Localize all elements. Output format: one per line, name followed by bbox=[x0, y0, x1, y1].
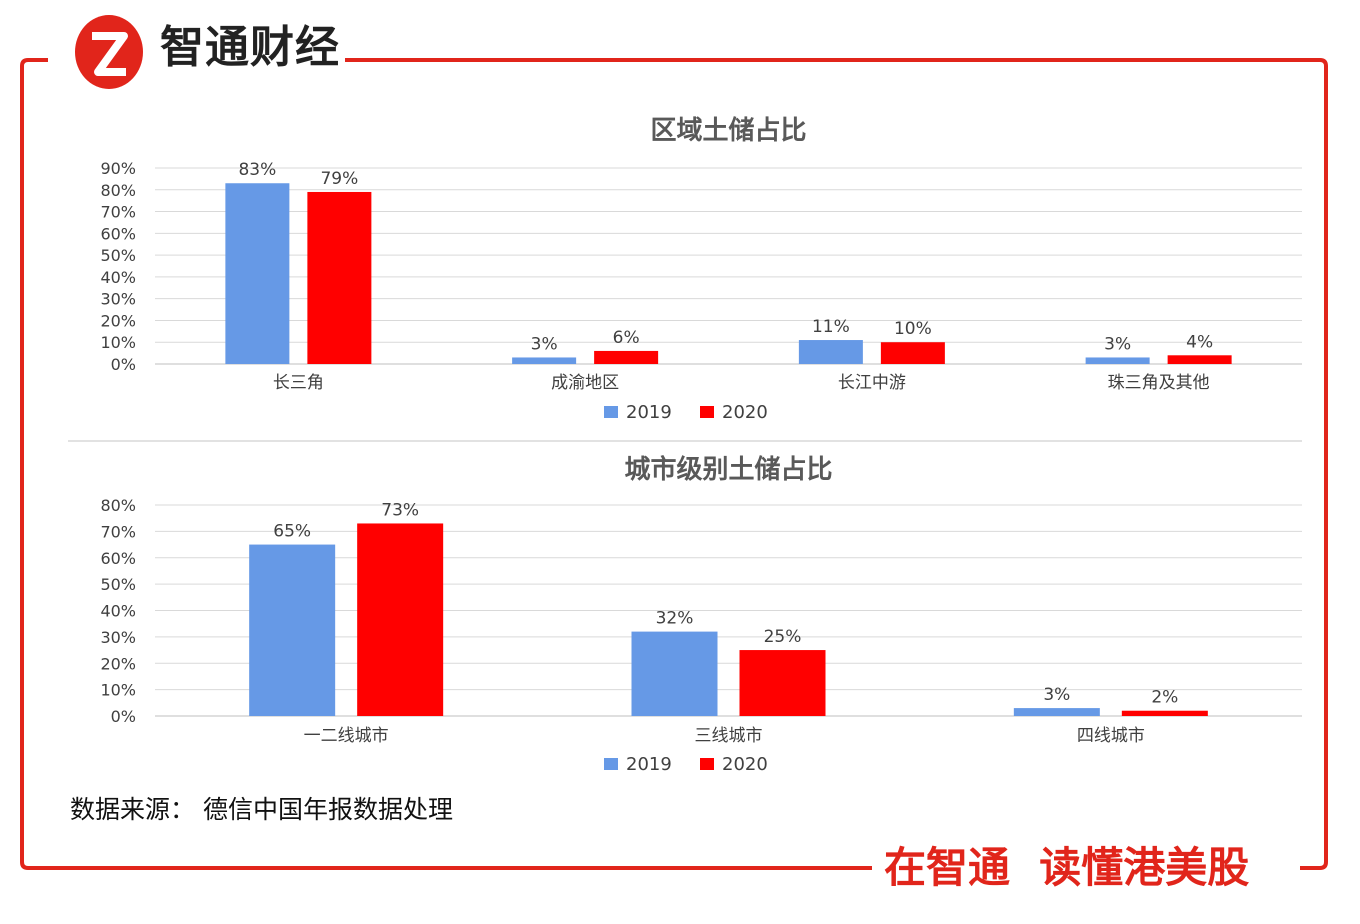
region-y-tick-label: 90% bbox=[100, 159, 136, 178]
region-legend-label: 2020 bbox=[722, 402, 768, 423]
source-note: 数据来源： 德信中国年报数据处理 bbox=[70, 795, 453, 824]
region-data-label: 6% bbox=[613, 328, 640, 348]
tier-y-tick-label: 30% bbox=[100, 628, 136, 647]
tier-data-label: 25% bbox=[764, 627, 802, 647]
slogan-left: 在智通 bbox=[884, 843, 1011, 892]
tier-bar-2019 bbox=[249, 544, 336, 716]
slogan-right: 读懂港美股 bbox=[1039, 843, 1250, 892]
region-data-label: 83% bbox=[238, 160, 276, 180]
tier-y-tick-label: 20% bbox=[100, 654, 136, 673]
tier-legend-label: 2020 bbox=[722, 754, 768, 775]
region-bar-2020 bbox=[1167, 355, 1232, 364]
tier-data-label: 65% bbox=[273, 522, 311, 542]
tier-legend-swatch-2019 bbox=[604, 758, 618, 770]
region-data-label: 79% bbox=[320, 169, 358, 189]
region-legend-swatch-2020 bbox=[700, 406, 714, 418]
tier-legend-swatch-2020 bbox=[700, 758, 714, 770]
tier-bar-2019 bbox=[1013, 708, 1100, 716]
tier-data-label: 2% bbox=[1151, 688, 1178, 708]
region-land-bank-chart: 区域土储占比 0% 10% 20% 30% 40% 50% 60% 70% 80% 90% 83% 79… bbox=[100, 115, 1302, 423]
tier-bar-2020 bbox=[1121, 710, 1208, 716]
region-bar-2019 bbox=[512, 357, 577, 364]
region-y-tick-label: 20% bbox=[100, 311, 136, 330]
tier-legend-label: 2019 bbox=[626, 754, 672, 775]
region-bar-2020 bbox=[880, 342, 945, 364]
region-data-label: 3% bbox=[1104, 334, 1131, 354]
region-bar-2019 bbox=[798, 340, 863, 364]
tier-y-tick-label: 40% bbox=[100, 602, 136, 621]
region-chart-title: 区域土储占比 bbox=[650, 115, 806, 146]
region-category-label: 长江中游 bbox=[838, 373, 906, 393]
region-y-tick-label: 40% bbox=[100, 268, 136, 287]
tier-y-tick-label: 0% bbox=[111, 707, 136, 726]
region-legend-label: 2019 bbox=[626, 402, 672, 423]
tier-y-tick-label: 50% bbox=[100, 575, 136, 594]
tier-data-label: 32% bbox=[656, 609, 694, 629]
region-bar-2020 bbox=[594, 350, 659, 364]
region-legend-swatch-2019 bbox=[604, 406, 618, 418]
region-bar-2020 bbox=[307, 191, 372, 364]
region-y-tick-label: 50% bbox=[100, 246, 136, 265]
region-y-tick-label: 30% bbox=[100, 290, 136, 309]
tier-y-tick-label: 60% bbox=[100, 549, 136, 568]
city-tier-land-bank-chart: 城市级别土储占比 0% 10% 20% 30% 40% 50% 60% 70% 80% 65% 73%… bbox=[100, 454, 1302, 775]
tier-data-label: 3% bbox=[1043, 685, 1070, 705]
region-data-label: 10% bbox=[894, 319, 932, 339]
region-y-tick-label: 0% bbox=[111, 355, 136, 374]
region-data-label: 11% bbox=[812, 317, 850, 337]
slogan: 在智通 读懂港美股 bbox=[884, 838, 1249, 898]
tier-category-label: 一二线城市 bbox=[304, 726, 389, 746]
brand-name: 智通财经 bbox=[160, 22, 340, 73]
tier-y-tick-label: 80% bbox=[100, 496, 136, 515]
region-y-tick-label: 10% bbox=[100, 333, 136, 352]
brand-logo-icon bbox=[75, 15, 143, 89]
tier-bar-2019 bbox=[631, 631, 718, 716]
tier-bar-2020 bbox=[739, 650, 826, 716]
region-category-label: 珠三角及其他 bbox=[1108, 373, 1210, 393]
tier-data-label: 73% bbox=[381, 500, 419, 520]
tier-y-tick-label: 70% bbox=[100, 522, 136, 541]
region-category-label: 长三角 bbox=[273, 373, 324, 393]
region-data-label: 4% bbox=[1186, 332, 1213, 352]
region-y-tick-label: 60% bbox=[100, 224, 136, 243]
region-bar-2019 bbox=[225, 183, 290, 364]
tier-chart-title: 城市级别土储占比 bbox=[624, 454, 832, 485]
region-y-tick-label: 80% bbox=[100, 181, 136, 200]
tier-bar-2020 bbox=[357, 523, 444, 716]
region-bar-2019 bbox=[1085, 357, 1150, 364]
region-category-label: 成渝地区 bbox=[551, 373, 619, 393]
region-y-tick-label: 70% bbox=[100, 203, 136, 222]
tier-category-label: 三线城市 bbox=[695, 726, 763, 746]
tier-y-tick-label: 10% bbox=[100, 681, 136, 700]
region-data-label: 3% bbox=[531, 334, 558, 354]
tier-category-label: 四线城市 bbox=[1077, 726, 1145, 746]
